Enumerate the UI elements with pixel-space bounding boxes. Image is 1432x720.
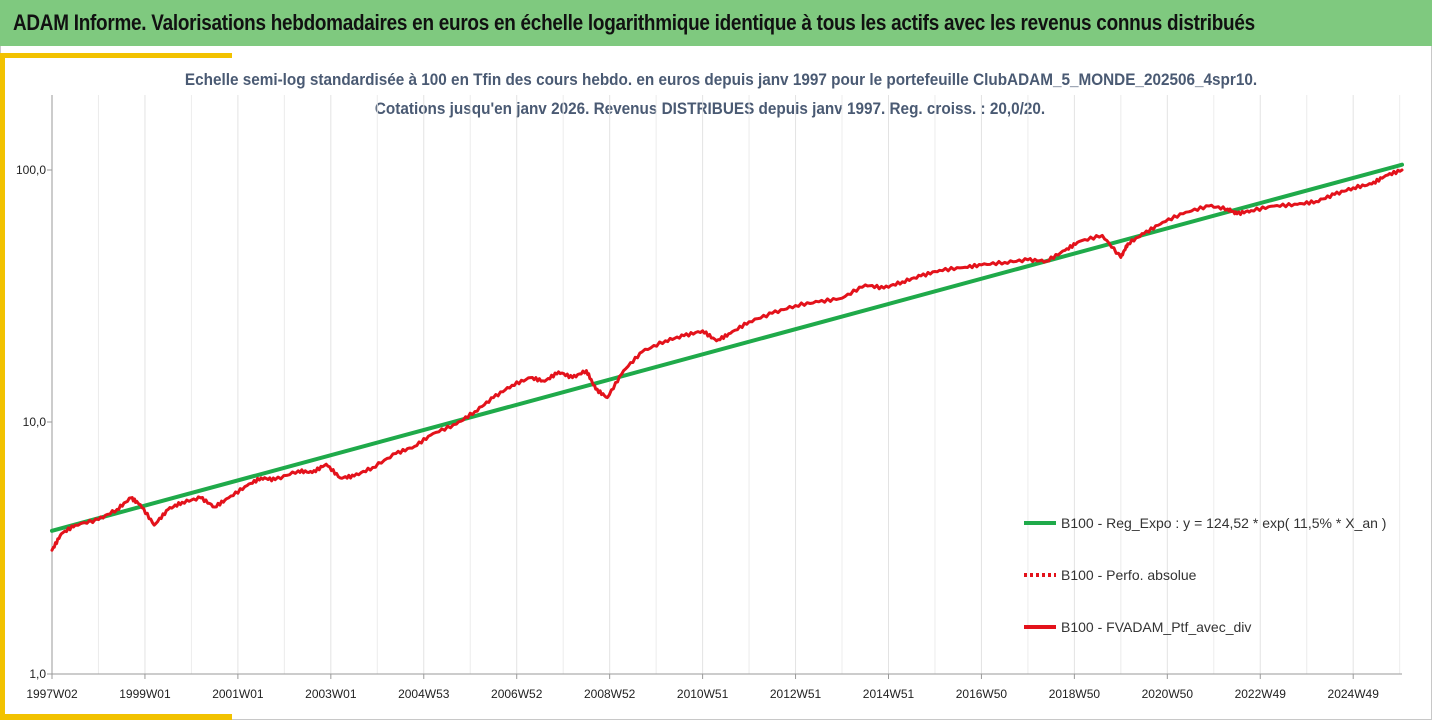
- header-title: ADAM Informe. Valorisations hebdomadaire…: [13, 10, 1255, 35]
- x-tick-label: 2004W53: [398, 687, 450, 701]
- x-tick-label: 2024W49: [1328, 687, 1380, 701]
- x-tick-label: 1999W01: [119, 687, 171, 701]
- x-tick-label: 2012W51: [770, 687, 822, 701]
- legend-label: B100 - FVADAM_Ptf_avec_div: [1061, 619, 1251, 635]
- grid-layer: [51, 95, 1401, 674]
- legend-label: B100 - Reg_Expo : y = 124,52 * exp( 11,5…: [1061, 515, 1386, 531]
- accent-line-top: [0, 53, 232, 58]
- header-bar: ADAM Informe. Valorisations hebdomadaire…: [0, 0, 1432, 46]
- axis-layer: 1,0 10,0 100,0 1997W02 1999W01 2001W01 2003W01…: [16, 95, 1402, 701]
- y-tick-label: 100,0: [16, 163, 46, 177]
- x-tick-label: 2014W51: [863, 687, 915, 701]
- chart-title-line-2: Cotations jusqu'en janv 2026. Revenus DI…: [374, 99, 1046, 118]
- x-tick-label: 2020W50: [1142, 687, 1194, 701]
- x-tick-label: 1997W02: [26, 687, 78, 701]
- legend: B100 - Reg_Expo : y = 124,52 * exp( 11,5…: [1024, 515, 1386, 635]
- y-tick-label: 10,0: [23, 415, 47, 429]
- x-tick-label: 2016W50: [956, 687, 1008, 701]
- x-tick-label: 2022W49: [1235, 687, 1287, 701]
- x-tick-label: 2018W50: [1049, 687, 1101, 701]
- y-tick-label: 1,0: [29, 667, 46, 681]
- x-tick-label: 2010W51: [677, 687, 729, 701]
- series-layer: [50, 162, 1404, 552]
- legend-label: B100 - Perfo. absolue: [1061, 567, 1197, 583]
- accent-line-left: [0, 53, 5, 720]
- x-tick-label: 2008W52: [584, 687, 636, 701]
- x-tick-label: 2003W01: [305, 687, 357, 701]
- x-tick-label: 2006W52: [491, 687, 543, 701]
- x-tick-label: 2001W01: [212, 687, 264, 701]
- series-line-2: [50, 168, 1404, 552]
- accent-line-bottom: [0, 714, 232, 720]
- series-line-0: [50, 162, 1404, 533]
- chart-title-line-1: Echelle semi-log standardisée à 100 en T…: [184, 70, 1258, 89]
